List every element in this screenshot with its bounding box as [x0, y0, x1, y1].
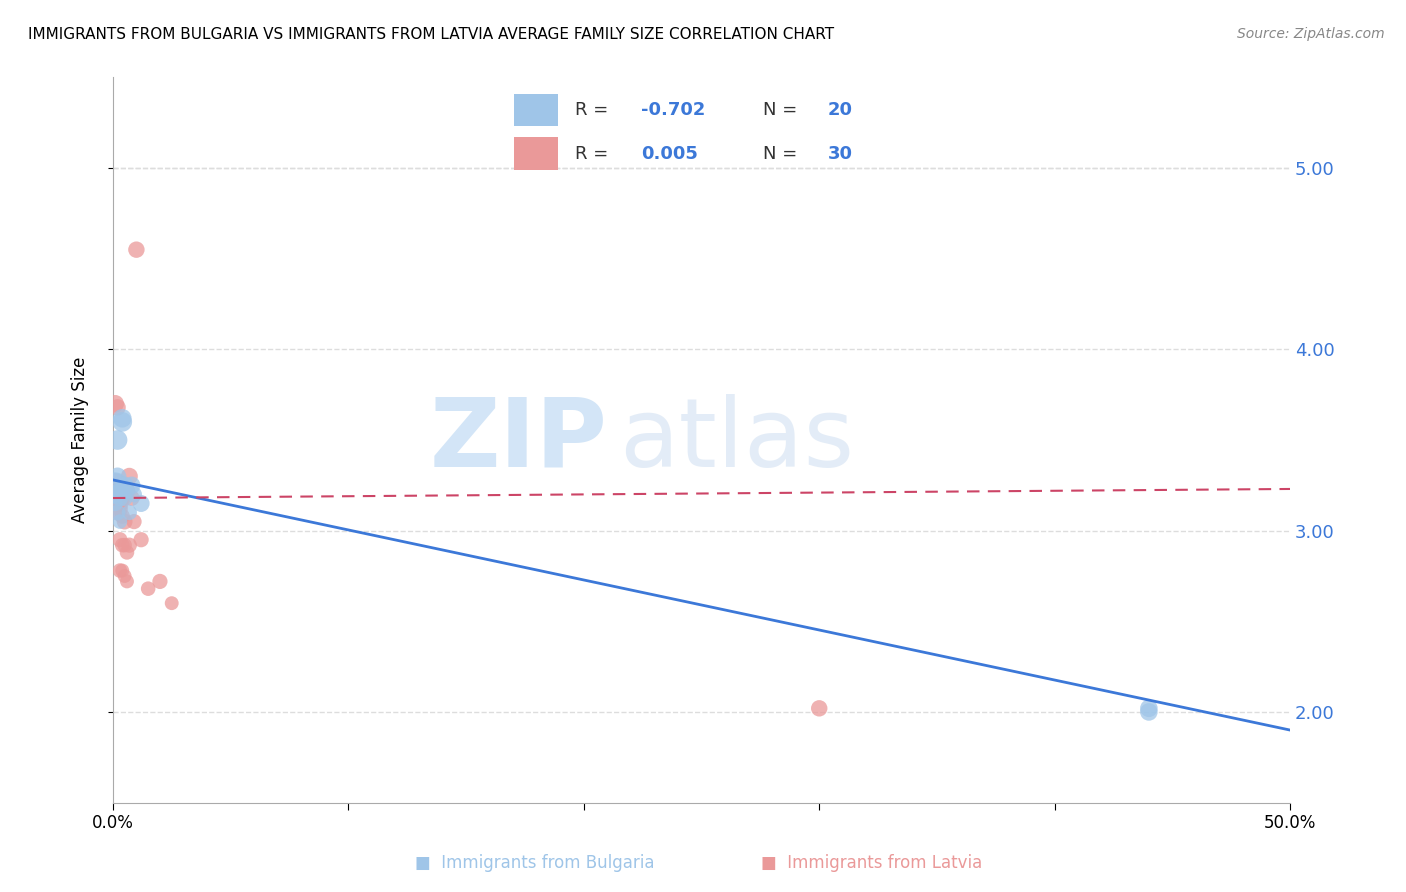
Point — [160, 596, 183, 610]
Text: ■  Immigrants from Latvia: ■ Immigrants from Latvia — [761, 855, 983, 872]
Point — [115, 483, 138, 498]
Point — [108, 533, 131, 547]
Point — [129, 533, 152, 547]
Point — [114, 538, 136, 552]
Point — [114, 515, 136, 529]
Y-axis label: Average Family Size: Average Family Size — [72, 357, 89, 524]
Point — [115, 574, 138, 589]
Point — [118, 538, 141, 552]
Point — [111, 564, 134, 578]
Point — [111, 491, 134, 505]
Point — [149, 574, 172, 589]
Point — [104, 496, 127, 510]
Point — [108, 496, 131, 510]
Text: IMMIGRANTS FROM BULGARIA VS IMMIGRANTS FROM LATVIA AVERAGE FAMILY SIZE CORRELATI: IMMIGRANTS FROM BULGARIA VS IMMIGRANTS F… — [28, 27, 834, 42]
Point — [122, 487, 145, 501]
Point — [118, 506, 141, 520]
Point — [808, 701, 831, 715]
Point — [121, 478, 143, 492]
Point — [111, 415, 134, 429]
Text: ZIP: ZIP — [429, 393, 607, 486]
Text: ■  Immigrants from Bulgaria: ■ Immigrants from Bulgaria — [415, 855, 654, 872]
Point — [104, 478, 127, 492]
Point — [1137, 701, 1160, 715]
Text: atlas: atlas — [619, 393, 855, 486]
Point — [125, 243, 148, 257]
Point — [107, 433, 129, 447]
Point — [114, 491, 136, 505]
Point — [118, 469, 141, 483]
Point — [111, 411, 134, 425]
Point — [115, 483, 138, 498]
Point — [107, 506, 129, 520]
Point — [115, 545, 138, 559]
Text: Source: ZipAtlas.com: Source: ZipAtlas.com — [1237, 27, 1385, 41]
Point — [104, 478, 127, 492]
Point — [108, 564, 131, 578]
Point — [107, 506, 129, 520]
Point — [104, 487, 127, 501]
Point — [104, 483, 127, 498]
Point — [104, 397, 127, 411]
Point — [107, 469, 129, 483]
Point — [108, 515, 131, 529]
Point — [108, 502, 131, 516]
Point — [111, 538, 134, 552]
Point — [114, 569, 136, 583]
Point — [111, 509, 134, 524]
Point — [107, 487, 129, 501]
Point — [121, 491, 143, 505]
Point — [122, 515, 145, 529]
Point — [108, 491, 131, 505]
Point — [136, 582, 159, 596]
Point — [107, 401, 129, 415]
Point — [1137, 705, 1160, 719]
Point — [129, 496, 152, 510]
Point — [108, 483, 131, 498]
Point — [114, 478, 136, 492]
